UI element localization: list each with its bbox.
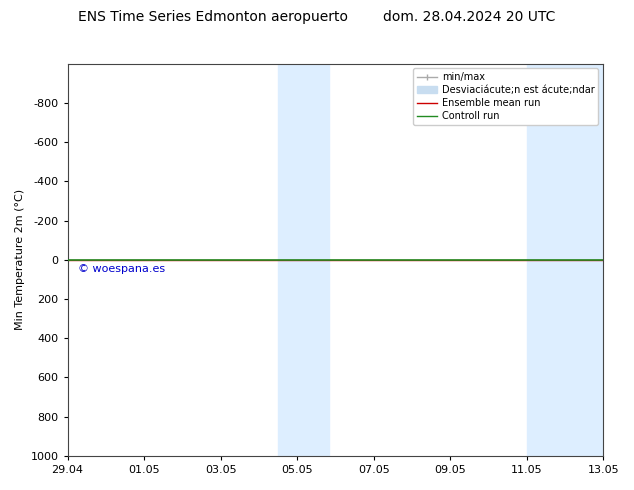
Text: ENS Time Series Edmonton aeropuerto        dom. 28.04.2024 20 UTC: ENS Time Series Edmonton aeropuerto dom.… — [79, 10, 555, 24]
Text: © woespana.es: © woespana.es — [78, 264, 165, 274]
Legend: min/max, Desviaciácute;n est ácute;ndar, Ensemble mean run, Controll run: min/max, Desviaciácute;n est ácute;ndar,… — [413, 69, 598, 125]
Bar — [278, 64, 329, 456]
Y-axis label: Min Temperature 2m (°C): Min Temperature 2m (°C) — [15, 189, 25, 330]
Bar — [527, 64, 603, 456]
